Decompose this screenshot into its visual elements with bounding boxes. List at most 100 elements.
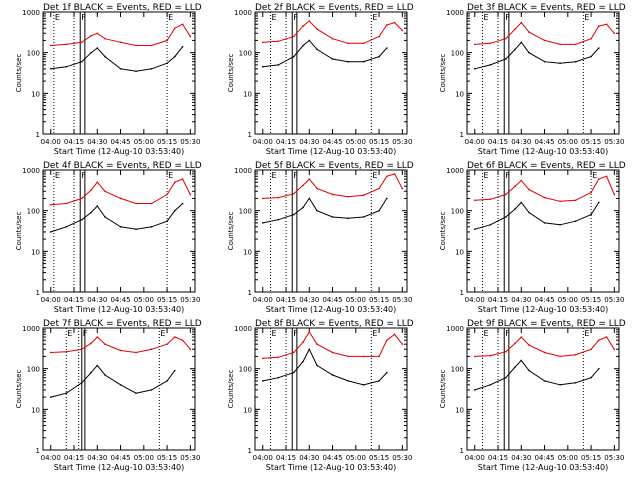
events-point bbox=[331, 216, 334, 218]
lld-point bbox=[119, 41, 122, 44]
y-tick-label: 10 bbox=[243, 248, 252, 256]
lld-point bbox=[90, 34, 92, 37]
lld-point bbox=[261, 197, 264, 200]
x-tick-label: 04:15 bbox=[488, 296, 508, 304]
events-point bbox=[65, 65, 68, 68]
x-tick-label: 05:30 bbox=[604, 296, 624, 304]
lld-point bbox=[504, 193, 507, 196]
lld-point bbox=[292, 35, 295, 38]
events-point bbox=[308, 39, 311, 42]
x-tick-label: 04:30 bbox=[511, 138, 531, 146]
lld-point bbox=[119, 197, 122, 200]
lld-point bbox=[605, 336, 608, 338]
events-point bbox=[302, 206, 304, 209]
lld-point bbox=[559, 200, 561, 203]
lld-point bbox=[543, 196, 546, 199]
events-point bbox=[166, 62, 168, 65]
x-tick-label: 04:15 bbox=[276, 296, 296, 304]
lld-point bbox=[302, 341, 304, 343]
x-tick-label: 05:00 bbox=[134, 296, 154, 304]
events-point bbox=[104, 374, 106, 376]
events-point bbox=[174, 369, 176, 372]
lld-point bbox=[49, 44, 52, 47]
segment-marker: E bbox=[272, 13, 277, 22]
lld-point bbox=[316, 343, 318, 345]
events-point bbox=[574, 381, 577, 384]
plot-frame bbox=[466, 327, 620, 451]
panel-title: Det 4f BLACK = Events, RED = LLD bbox=[43, 161, 202, 171]
x-tick-label: 05:30 bbox=[180, 138, 200, 146]
x-tick-label: 05:00 bbox=[558, 138, 578, 146]
events-point bbox=[277, 64, 280, 66]
y-axis-label: Counts/sec bbox=[15, 212, 23, 251]
events-point bbox=[308, 197, 311, 200]
y-tick-label: 1 bbox=[460, 131, 464, 139]
events-point bbox=[362, 384, 365, 386]
events-point bbox=[302, 360, 304, 363]
x-tick-label: 04:00 bbox=[465, 138, 485, 146]
x-tick-label: 05:15 bbox=[157, 296, 177, 304]
lld-point bbox=[331, 351, 334, 354]
events-point bbox=[520, 201, 523, 204]
panel-title: Det 5f BLACK = Events, RED = LLD bbox=[255, 161, 414, 171]
lld-point bbox=[362, 42, 365, 45]
y-tick-label: 100 bbox=[27, 50, 40, 58]
lld-point bbox=[292, 351, 295, 354]
y-tick-label: 1 bbox=[36, 289, 40, 297]
lld-point bbox=[386, 339, 388, 342]
segment-marker: E bbox=[372, 171, 377, 180]
lld-point bbox=[166, 193, 168, 196]
lld-point bbox=[49, 203, 52, 206]
events-point bbox=[96, 364, 99, 367]
lld-point bbox=[150, 44, 153, 47]
y-tick-label: 1 bbox=[36, 447, 40, 455]
lld-point bbox=[80, 41, 83, 44]
events-point bbox=[261, 65, 264, 68]
events-point bbox=[302, 44, 304, 47]
panel-4: Det 4f BLACK = Events, RED = LLD 1 10 100 10… bbox=[15, 161, 202, 314]
events-point bbox=[543, 222, 546, 224]
lld-point bbox=[181, 339, 184, 342]
lld-point bbox=[590, 37, 592, 40]
x-tick-label: 05:30 bbox=[180, 454, 200, 462]
segment-marker: E bbox=[272, 171, 277, 180]
segment-marker: F bbox=[293, 329, 298, 338]
events-point bbox=[543, 380, 546, 382]
x-tick-label: 04:00 bbox=[41, 296, 61, 304]
y-tick-label: 10 bbox=[455, 90, 464, 98]
lld-point bbox=[473, 43, 476, 46]
series-events-line bbox=[50, 203, 183, 233]
lld-point bbox=[393, 21, 396, 24]
segment-marker: F bbox=[293, 171, 298, 180]
events-point bbox=[514, 366, 516, 368]
events-point bbox=[520, 359, 523, 362]
events-point bbox=[386, 197, 388, 200]
x-tick-label: 05:30 bbox=[392, 454, 412, 462]
x-tick-label: 04:15 bbox=[488, 138, 508, 146]
events-point bbox=[277, 218, 280, 221]
events-point bbox=[331, 58, 334, 60]
lld-point bbox=[181, 23, 184, 26]
x-tick-label: 04:15 bbox=[64, 454, 84, 462]
lld-point bbox=[302, 25, 304, 27]
events-point bbox=[473, 389, 476, 391]
events-point bbox=[362, 60, 365, 63]
x-tick-label: 04:00 bbox=[465, 296, 485, 304]
lld-point bbox=[261, 357, 264, 360]
series-lld-line bbox=[474, 336, 615, 357]
x-tick-label: 04:30 bbox=[511, 296, 531, 304]
lld-point bbox=[590, 348, 592, 351]
lld-point bbox=[104, 37, 106, 40]
events-point bbox=[590, 213, 592, 216]
events-point bbox=[80, 381, 83, 384]
segment-marker: E bbox=[484, 13, 489, 22]
y-tick-label: 1000 bbox=[22, 167, 40, 175]
lld-point bbox=[261, 41, 264, 44]
x-tick-label: 05:15 bbox=[369, 296, 389, 304]
events-point bbox=[65, 226, 68, 228]
lld-point bbox=[613, 193, 616, 196]
y-axis-label: Counts/sec bbox=[439, 54, 447, 93]
lld-point bbox=[378, 355, 380, 358]
events-point bbox=[378, 209, 380, 212]
y-tick-label: 100 bbox=[27, 366, 40, 374]
